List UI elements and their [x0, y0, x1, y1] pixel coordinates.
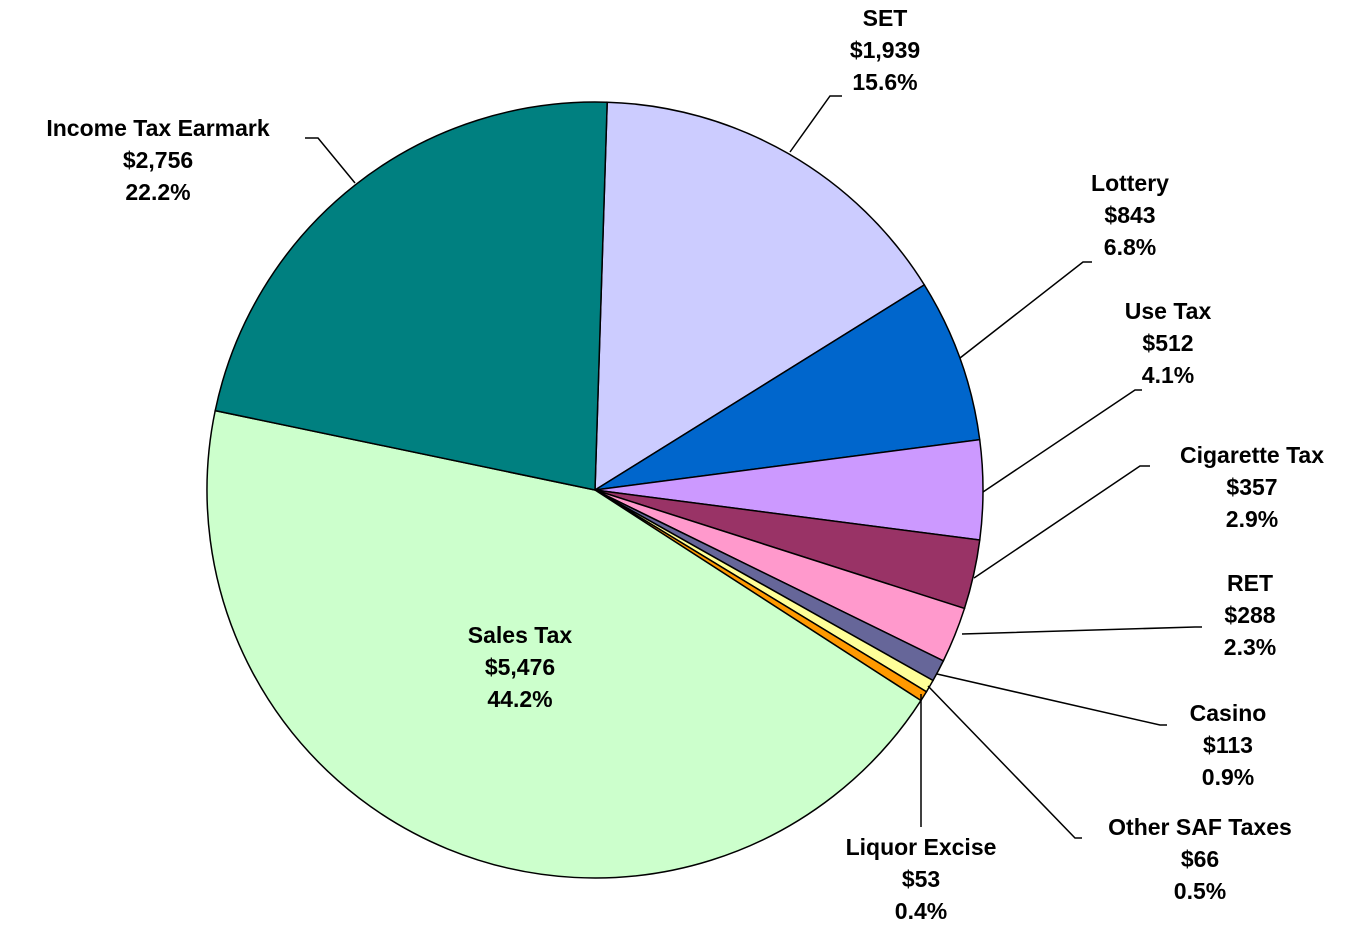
value-label: $5,476	[485, 654, 555, 680]
slice-label: Liquor Excise	[846, 834, 997, 860]
slice-label: RET	[1227, 570, 1273, 596]
slice-label: Use Tax	[1125, 298, 1212, 324]
slice-label: Sales Tax	[468, 622, 573, 648]
value-label: $113	[1203, 732, 1253, 758]
value-label: $843	[1104, 202, 1155, 228]
leader-line	[959, 261, 1092, 359]
percent-label: 22.2%	[125, 179, 190, 205]
leader-line	[936, 673, 1167, 726]
percent-label: 0.4%	[895, 898, 947, 924]
leader-line	[961, 626, 1202, 635]
pie-slice	[214, 101, 608, 491]
slice-label: Income Tax Earmark	[46, 115, 270, 141]
slice-label: Cigarette Tax	[1180, 442, 1324, 468]
leader-line	[789, 95, 842, 153]
percent-label: 44.2%	[487, 686, 552, 712]
slice-label: Other SAF Taxes	[1108, 814, 1292, 840]
slice-label: SET	[863, 5, 908, 31]
pie-slice	[206, 409, 922, 879]
leader-line	[973, 465, 1150, 579]
value-label: $66	[1181, 846, 1219, 872]
value-label: $288	[1224, 602, 1275, 628]
pie-slice	[594, 101, 926, 492]
percent-label: 2.3%	[1224, 634, 1276, 660]
slice-label: Casino	[1190, 700, 1267, 726]
percent-label: 15.6%	[852, 69, 917, 95]
percent-label: 6.8%	[1104, 234, 1156, 260]
value-label: $1,939	[850, 37, 920, 63]
percent-label: 0.5%	[1174, 878, 1226, 904]
percent-label: 4.1%	[1142, 362, 1194, 388]
value-label: $2,756	[123, 147, 193, 173]
value-label: $512	[1142, 330, 1193, 356]
pie-slice	[594, 283, 981, 491]
value-label: $357	[1226, 474, 1277, 500]
percent-label: 0.9%	[1202, 764, 1254, 790]
slice-label: Lottery	[1091, 170, 1169, 196]
value-label: $53	[902, 866, 940, 892]
percent-label: 2.9%	[1226, 506, 1278, 532]
leader-line	[982, 389, 1142, 493]
leader-line	[927, 685, 1082, 839]
leader-line	[305, 137, 356, 184]
